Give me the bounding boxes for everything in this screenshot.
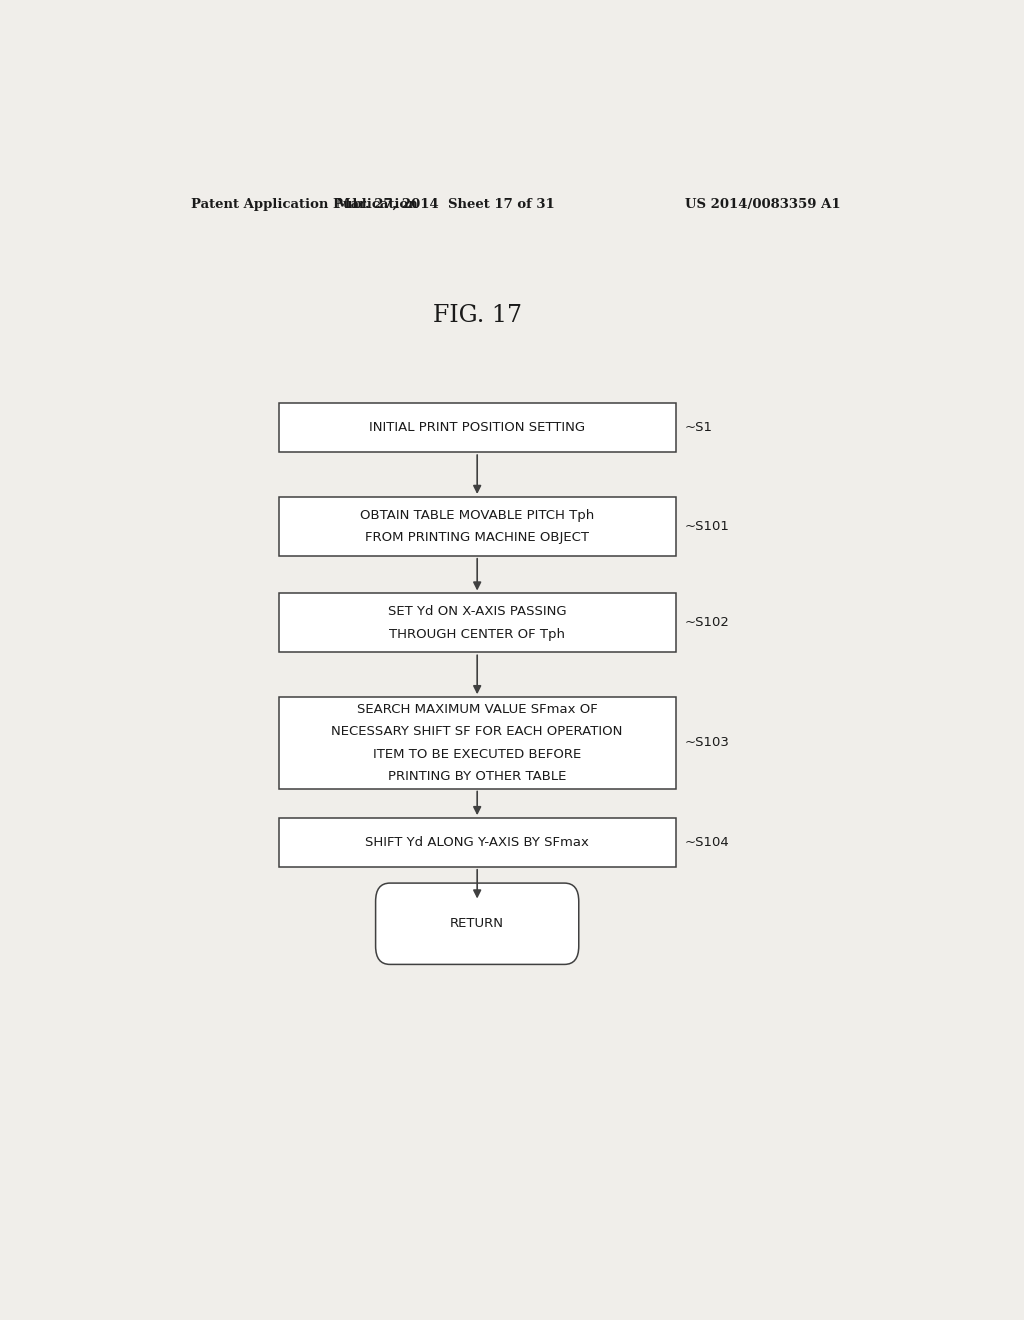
Text: FIG. 17: FIG. 17 [433, 305, 521, 327]
Text: OBTAIN TABLE MOVABLE PITCH Tph: OBTAIN TABLE MOVABLE PITCH Tph [360, 508, 594, 521]
FancyBboxPatch shape [279, 594, 676, 652]
Text: US 2014/0083359 A1: US 2014/0083359 A1 [685, 198, 841, 211]
Text: SHIFT Yd ALONG Y-AXIS BY SFmax: SHIFT Yd ALONG Y-AXIS BY SFmax [366, 836, 589, 849]
Text: ~S1: ~S1 [685, 421, 713, 434]
Text: ITEM TO BE EXECUTED BEFORE: ITEM TO BE EXECUTED BEFORE [373, 747, 582, 760]
FancyBboxPatch shape [279, 818, 676, 867]
Text: RETURN: RETURN [451, 917, 504, 931]
Text: ~S101: ~S101 [685, 520, 730, 533]
Text: ~S102: ~S102 [685, 616, 730, 630]
Text: PRINTING BY OTHER TABLE: PRINTING BY OTHER TABLE [388, 770, 566, 783]
FancyBboxPatch shape [376, 883, 579, 965]
Text: SEARCH MAXIMUM VALUE SFmax OF: SEARCH MAXIMUM VALUE SFmax OF [356, 702, 598, 715]
Text: INITIAL PRINT POSITION SETTING: INITIAL PRINT POSITION SETTING [369, 421, 586, 434]
FancyBboxPatch shape [279, 697, 676, 788]
Text: ~S104: ~S104 [685, 836, 730, 849]
Text: SET Yd ON X-AXIS PASSING: SET Yd ON X-AXIS PASSING [388, 605, 566, 618]
Text: THROUGH CENTER OF Tph: THROUGH CENTER OF Tph [389, 627, 565, 640]
Text: Mar. 27, 2014  Sheet 17 of 31: Mar. 27, 2014 Sheet 17 of 31 [336, 198, 555, 211]
FancyBboxPatch shape [279, 404, 676, 453]
Text: FROM PRINTING MACHINE OBJECT: FROM PRINTING MACHINE OBJECT [366, 531, 589, 544]
Text: NECESSARY SHIFT SF FOR EACH OPERATION: NECESSARY SHIFT SF FOR EACH OPERATION [332, 725, 623, 738]
FancyBboxPatch shape [279, 496, 676, 556]
Text: ~S103: ~S103 [685, 737, 730, 750]
Text: Patent Application Publication: Patent Application Publication [191, 198, 418, 211]
